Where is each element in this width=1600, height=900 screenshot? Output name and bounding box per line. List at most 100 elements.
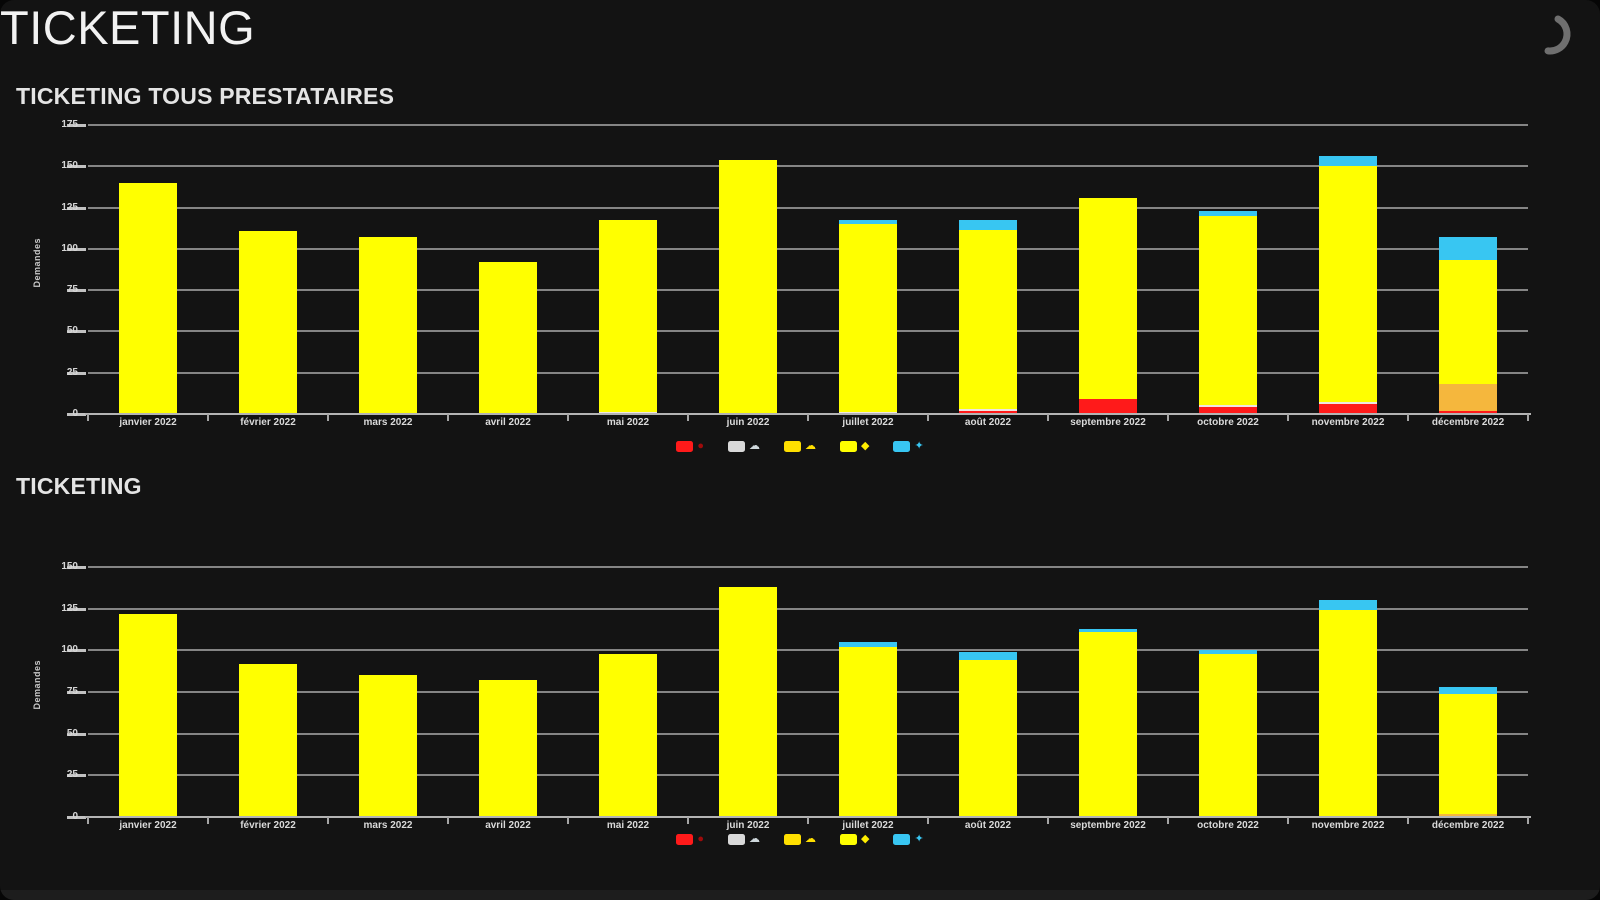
y-tick-label: 50 xyxy=(66,727,78,739)
x-tick-mark xyxy=(1047,817,1049,824)
panel-title-ticketing: TICKETING xyxy=(16,473,142,499)
x-tick-label-septembre 2022: septembre 2022 xyxy=(1070,417,1146,428)
x-tick-mark xyxy=(1407,414,1409,421)
segment-cyan xyxy=(1199,210,1257,216)
segment-yellow xyxy=(839,223,897,412)
legend-item-2[interactable]: ☁ xyxy=(783,834,816,845)
chart-legend: ● ☁ ☁ ◆ ✦ xyxy=(0,441,1600,452)
x-tick-label-juillet 2022: juillet 2022 xyxy=(842,820,894,831)
legend-item-3[interactable]: ◆ xyxy=(839,833,870,845)
legend-item-4[interactable]: ✦ xyxy=(893,440,924,452)
segment-red xyxy=(1079,399,1137,414)
bar-février 2022[interactable] xyxy=(239,663,297,817)
legend-swatch-icon xyxy=(893,441,911,452)
segment-yellow xyxy=(1079,197,1137,400)
bar-août 2022[interactable] xyxy=(959,220,1017,414)
bar-juin 2022[interactable] xyxy=(719,587,777,817)
bar-décembre 2022[interactable] xyxy=(1439,237,1497,414)
gridline xyxy=(88,566,1528,568)
x-tick-mark xyxy=(567,817,569,824)
x-tick-mark xyxy=(1407,817,1409,824)
legend-item-0[interactable]: ● xyxy=(676,834,704,845)
y-tick-mark xyxy=(67,816,86,819)
chart-legend: ● ☁ ☁ ◆ ✦ xyxy=(0,834,1600,845)
legend-item-3[interactable]: ◆ xyxy=(839,440,870,452)
legend-item-2[interactable]: ☁ xyxy=(783,441,816,452)
legend-item-1[interactable]: ☁ xyxy=(727,834,760,845)
bar-octobre 2022[interactable] xyxy=(1199,650,1257,817)
legend-item-4[interactable]: ✦ xyxy=(893,833,924,845)
segment-cyan xyxy=(959,652,1017,661)
legend-glyph-icon: ✦ xyxy=(914,833,924,845)
bar-novembre 2022[interactable] xyxy=(1319,156,1377,414)
bar-avril 2022[interactable] xyxy=(479,262,537,414)
y-tick-label: 125 xyxy=(61,602,78,614)
segment-cyan xyxy=(1439,237,1497,261)
bar-mai 2022[interactable] xyxy=(599,653,657,817)
y-tick-mark xyxy=(67,206,86,210)
bar-décembre 2022[interactable] xyxy=(1439,687,1497,817)
x-tick-mark xyxy=(447,414,449,421)
gridline xyxy=(88,732,1528,735)
x-tick-mark xyxy=(87,414,89,421)
legend-glyph-icon: ◆ xyxy=(860,440,870,452)
bar-janvier 2022[interactable] xyxy=(119,182,177,414)
x-tick-mark xyxy=(1167,817,1169,824)
segment-yellow xyxy=(1439,260,1497,385)
bar-juin 2022[interactable] xyxy=(719,159,777,414)
segment-cyan xyxy=(1439,687,1497,694)
x-tick-mark xyxy=(927,414,929,421)
gridline xyxy=(88,774,1528,777)
segment-cyan xyxy=(959,220,1017,231)
legend-item-1[interactable]: ☁ xyxy=(727,440,760,452)
bar-octobre 2022[interactable] xyxy=(1199,210,1257,414)
bar-mars 2022[interactable] xyxy=(359,675,417,817)
legend-swatch-icon xyxy=(783,834,801,845)
y-tick-mark xyxy=(67,566,86,569)
legend-swatch-icon xyxy=(727,834,745,845)
bar-avril 2022[interactable] xyxy=(479,680,537,817)
y-tick-mark xyxy=(67,289,86,293)
x-tick-label-mai 2022: mai 2022 xyxy=(606,417,650,428)
legend-item-0[interactable]: ● xyxy=(676,441,704,452)
bar-juillet 2022[interactable] xyxy=(839,220,897,414)
legend-glyph-icon: ◆ xyxy=(860,833,870,845)
y-tick-mark xyxy=(67,247,86,251)
bar-septembre 2022[interactable] xyxy=(1079,628,1137,817)
segment-yellow xyxy=(239,663,297,817)
y-tick-mark xyxy=(67,371,86,375)
legend-swatch-icon xyxy=(727,441,745,452)
x-tick-mark xyxy=(567,414,569,421)
y-axis-title: Demandes xyxy=(32,660,42,710)
segment-amber xyxy=(1439,384,1497,411)
x-tick-label-novembre 2022: novembre 2022 xyxy=(1311,820,1385,831)
panel-title-ticketing-tous-prestataires: TICKETING TOUS PRESTATAIRES xyxy=(16,83,395,109)
bar-janvier 2022[interactable] xyxy=(119,613,177,817)
bar-août 2022[interactable] xyxy=(959,652,1017,817)
segment-yellow xyxy=(839,647,897,817)
x-tick-label-septembre 2022: septembre 2022 xyxy=(1070,820,1146,831)
bar-mai 2022[interactable] xyxy=(599,220,657,414)
legend-glyph-icon: ✦ xyxy=(914,440,924,452)
x-tick-mark xyxy=(807,817,809,824)
segment-yellow xyxy=(719,159,777,414)
segment-white xyxy=(959,408,1017,411)
legend-swatch-icon xyxy=(839,441,857,452)
bar-février 2022[interactable] xyxy=(239,230,297,414)
x-tick-label-février 2022: février 2022 xyxy=(240,417,296,428)
segment-yellow xyxy=(1439,693,1497,814)
x-axis-labels: janvier 2022 février 2022 mars 2022 avril 2… xyxy=(88,820,1528,831)
bar-novembre 2022[interactable] xyxy=(1319,600,1377,817)
bar-septembre 2022[interactable] xyxy=(1079,197,1137,414)
segment-cyan xyxy=(1319,156,1377,166)
x-tick-label-août 2022: août 2022 xyxy=(964,417,1012,428)
segment-yellow xyxy=(719,587,777,817)
x-tick-label-juin 2022: juin 2022 xyxy=(726,417,770,428)
bar-mars 2022[interactable] xyxy=(359,237,417,414)
gridline xyxy=(88,206,1528,209)
y-tick-mark xyxy=(67,165,86,169)
segment-yellow xyxy=(479,680,537,817)
legend-glyph-icon: ☁ xyxy=(748,440,760,452)
bar-juillet 2022[interactable] xyxy=(839,642,897,817)
y-tick-label: 175 xyxy=(61,119,78,130)
